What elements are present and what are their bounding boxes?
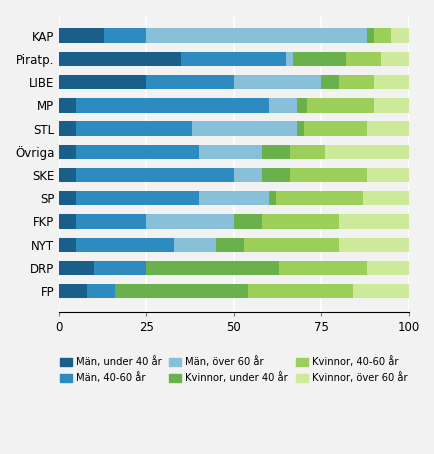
Bar [289, 145, 324, 159]
Bar [373, 98, 408, 113]
Bar [362, 191, 408, 206]
Bar [146, 29, 366, 43]
Bar [76, 145, 198, 159]
Bar [352, 284, 408, 298]
Bar [59, 52, 181, 66]
Bar [146, 75, 233, 89]
Bar [191, 121, 296, 136]
Bar [303, 121, 366, 136]
Bar [261, 145, 289, 159]
Bar [338, 214, 408, 229]
Bar [345, 52, 380, 66]
Bar [181, 52, 286, 66]
Bar [198, 191, 268, 206]
Bar [104, 29, 146, 43]
Bar [306, 98, 373, 113]
Bar [174, 237, 216, 252]
Bar [76, 98, 268, 113]
Bar [366, 261, 408, 275]
Bar [146, 214, 233, 229]
Bar [59, 214, 76, 229]
Bar [293, 52, 345, 66]
Bar [114, 284, 247, 298]
Bar [76, 168, 233, 182]
Bar [59, 98, 76, 113]
Bar [198, 145, 261, 159]
Bar [366, 29, 373, 43]
Bar [59, 191, 76, 206]
Bar [296, 121, 303, 136]
Legend: Män, under 40 år, Män, 40-60 år, Män, över 60 år, Kvinnor, under 40 år, Kvinnor,: Män, under 40 år, Män, 40-60 år, Män, öv… [56, 352, 411, 387]
Bar [146, 261, 279, 275]
Bar [366, 168, 408, 182]
Bar [338, 237, 408, 252]
Bar [59, 284, 86, 298]
Bar [86, 284, 114, 298]
Bar [275, 191, 362, 206]
Bar [233, 214, 261, 229]
Bar [59, 75, 146, 89]
Bar [233, 168, 261, 182]
Bar [366, 121, 408, 136]
Bar [93, 261, 146, 275]
Bar [338, 75, 373, 89]
Bar [324, 145, 408, 159]
Bar [279, 261, 366, 275]
Bar [268, 191, 275, 206]
Bar [59, 261, 93, 275]
Bar [59, 145, 76, 159]
Bar [59, 237, 76, 252]
Bar [380, 52, 408, 66]
Bar [268, 98, 296, 113]
Bar [59, 121, 76, 136]
Bar [247, 284, 352, 298]
Bar [289, 168, 366, 182]
Bar [321, 75, 338, 89]
Bar [59, 29, 104, 43]
Bar [76, 191, 198, 206]
Bar [76, 214, 146, 229]
Bar [261, 168, 289, 182]
Bar [261, 214, 338, 229]
Bar [76, 237, 174, 252]
Bar [59, 168, 76, 182]
Bar [243, 237, 338, 252]
Bar [216, 237, 243, 252]
Bar [296, 98, 306, 113]
Bar [233, 75, 321, 89]
Bar [286, 52, 293, 66]
Bar [391, 29, 408, 43]
Bar [373, 29, 391, 43]
Bar [373, 75, 408, 89]
Bar [76, 121, 191, 136]
